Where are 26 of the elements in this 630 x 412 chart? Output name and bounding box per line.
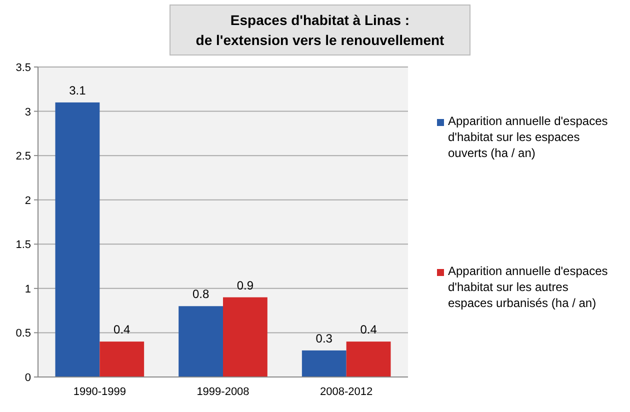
y-tick-label: 3.5	[16, 62, 31, 74]
bar	[346, 342, 391, 377]
bar	[55, 102, 100, 377]
y-tick-label: 1.5	[16, 239, 31, 252]
x-tick-label: 1999-2008	[196, 386, 250, 398]
data-label: 0.3	[316, 331, 333, 346]
y-tick-label: 2.5	[16, 150, 31, 163]
y-tick-label: 0.5	[16, 328, 31, 340]
y-tick-label: 1	[24, 283, 31, 296]
bar	[100, 342, 144, 377]
chart-title: Espaces d'habitat à Linas : de l'extension vers le renouvellement	[196, 12, 445, 48]
x-tick-label: 1990-1999	[73, 386, 126, 398]
data-label: 3.1	[69, 83, 86, 98]
y-tick-label: 0	[24, 372, 31, 384]
data-label: 0.4	[114, 322, 131, 337]
x-tick-label: 2008-2012	[320, 386, 373, 398]
bar	[223, 297, 268, 377]
data-label: 0.4	[360, 322, 378, 337]
bar	[178, 306, 223, 377]
data-label: 0.8	[192, 287, 210, 302]
legend-label: Apparition annuelle d'espaces d'habitat sur les autres espaces urbanisés (ha / an)	[448, 264, 608, 310]
y-tick-label: 2	[24, 194, 31, 207]
y-tick-label: 3	[24, 106, 31, 118]
bar	[302, 350, 346, 377]
legend-label: Apparition annuelle d'espaces d'habitat sur les espaces ouverts (ha / an)	[448, 114, 608, 160]
data-label: 0.9	[236, 278, 254, 292]
